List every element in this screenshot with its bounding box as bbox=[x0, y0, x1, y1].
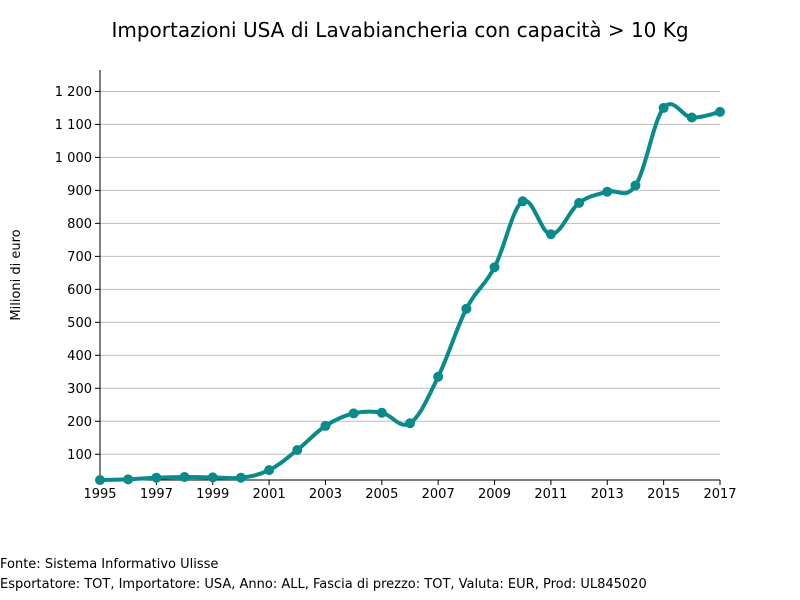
y-tick-label: 1 200 bbox=[55, 85, 92, 100]
x-tick-label: 1995 bbox=[83, 487, 116, 502]
x-tick-label: 2001 bbox=[253, 487, 286, 502]
y-tick-label: 400 bbox=[67, 349, 92, 364]
data-point bbox=[433, 371, 444, 382]
y-tick-label: 900 bbox=[67, 184, 92, 199]
y-tick-label: 800 bbox=[67, 217, 92, 232]
y-tick-label: 500 bbox=[67, 316, 92, 331]
footer-filters: Esportatore: TOT, Importatore: USA, Anno… bbox=[0, 577, 647, 592]
axes bbox=[95, 70, 721, 485]
data-point bbox=[715, 106, 725, 117]
x-tick-label: 1999 bbox=[196, 487, 229, 502]
data-point bbox=[348, 408, 359, 419]
y-tick-label: 300 bbox=[67, 382, 92, 397]
data-point bbox=[574, 197, 585, 208]
gridlines bbox=[100, 90, 720, 455]
data-point bbox=[602, 186, 613, 197]
data-point bbox=[686, 112, 697, 123]
data-point bbox=[376, 407, 387, 418]
x-tick-label: 2005 bbox=[365, 487, 398, 502]
x-tick-label: 1997 bbox=[140, 487, 173, 502]
chart-title: Importazioni USA di Lavabiancheria con c… bbox=[111, 18, 689, 42]
x-tick-label: 2017 bbox=[703, 487, 736, 502]
data-point bbox=[405, 418, 415, 429]
y-tick-label: 600 bbox=[67, 283, 92, 298]
data-point bbox=[207, 472, 218, 483]
data-point bbox=[264, 465, 275, 476]
x-tick-label: 2011 bbox=[534, 487, 567, 502]
x-tick-label: 2013 bbox=[591, 487, 624, 502]
data-point bbox=[123, 474, 134, 485]
data-point bbox=[151, 472, 162, 483]
y-tick-label: 1 100 bbox=[55, 118, 92, 133]
y-axis-label: Milioni di euro bbox=[9, 229, 24, 320]
x-tick-label: 2015 bbox=[647, 487, 680, 502]
y-tick-label: 700 bbox=[67, 250, 92, 265]
y-tick-label: 200 bbox=[67, 415, 92, 430]
data-point bbox=[461, 303, 472, 314]
data-point bbox=[292, 444, 303, 455]
data-point bbox=[517, 196, 528, 207]
data-point bbox=[95, 475, 105, 485]
x-tick-label: 2003 bbox=[309, 487, 342, 502]
series-layer bbox=[95, 102, 725, 485]
data-point bbox=[630, 180, 641, 191]
data-point bbox=[235, 472, 246, 483]
data-point bbox=[489, 262, 500, 273]
x-tick-label: 2007 bbox=[422, 487, 455, 502]
x-tick-label: 2009 bbox=[478, 487, 511, 502]
y-tick-label: 100 bbox=[67, 448, 92, 463]
data-point bbox=[545, 229, 556, 240]
data-point bbox=[658, 102, 669, 113]
data-point bbox=[320, 420, 331, 431]
footer-source: Fonte: Sistema Informativo Ulisse bbox=[0, 557, 219, 572]
y-tick-label: 1 000 bbox=[55, 151, 92, 166]
data-point bbox=[179, 472, 190, 483]
tick-labels: 100 200 300 400 500 600 700 800 900 1 000 1 100 1 2… bbox=[55, 85, 737, 502]
